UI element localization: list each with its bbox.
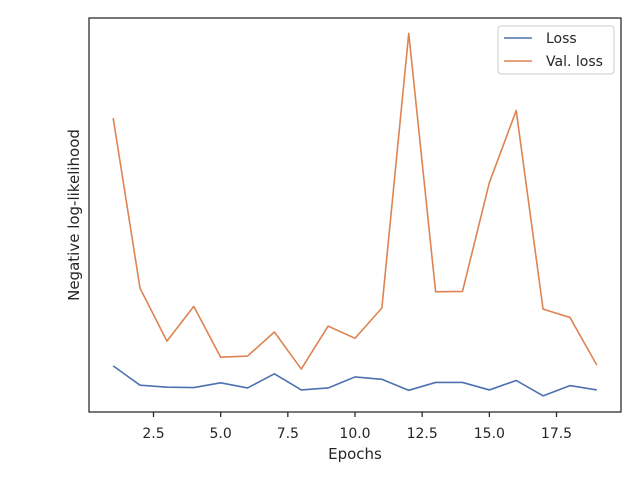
legend: Loss Val. loss [497, 25, 615, 75]
series-lines [112, 32, 598, 397]
x-tick-label: 15.0 [474, 426, 505, 442]
x-tick-label: 5.0 [210, 426, 232, 442]
x-tick-label: 7.5 [277, 426, 299, 442]
legend-label-loss: Loss [546, 31, 577, 47]
legend-label-val-loss: Val. loss [546, 54, 603, 70]
x-axis-label: Epochs [328, 445, 382, 463]
x-tick-label: 10.0 [339, 426, 370, 442]
x-tick-label: 17.5 [541, 426, 572, 442]
x-tick-label: 2.5 [142, 426, 164, 442]
y-axis-label: Negative log-likelihood [65, 129, 83, 301]
series-line-val-loss [112, 32, 598, 370]
plot-area [88, 17, 622, 413]
x-tick-label: 12.5 [407, 426, 438, 442]
x-axis-ticks: 2.5 5.0 7.5 10.0 12.5 15.0 17.5 [142, 412, 572, 442]
series-line-loss [112, 365, 597, 397]
